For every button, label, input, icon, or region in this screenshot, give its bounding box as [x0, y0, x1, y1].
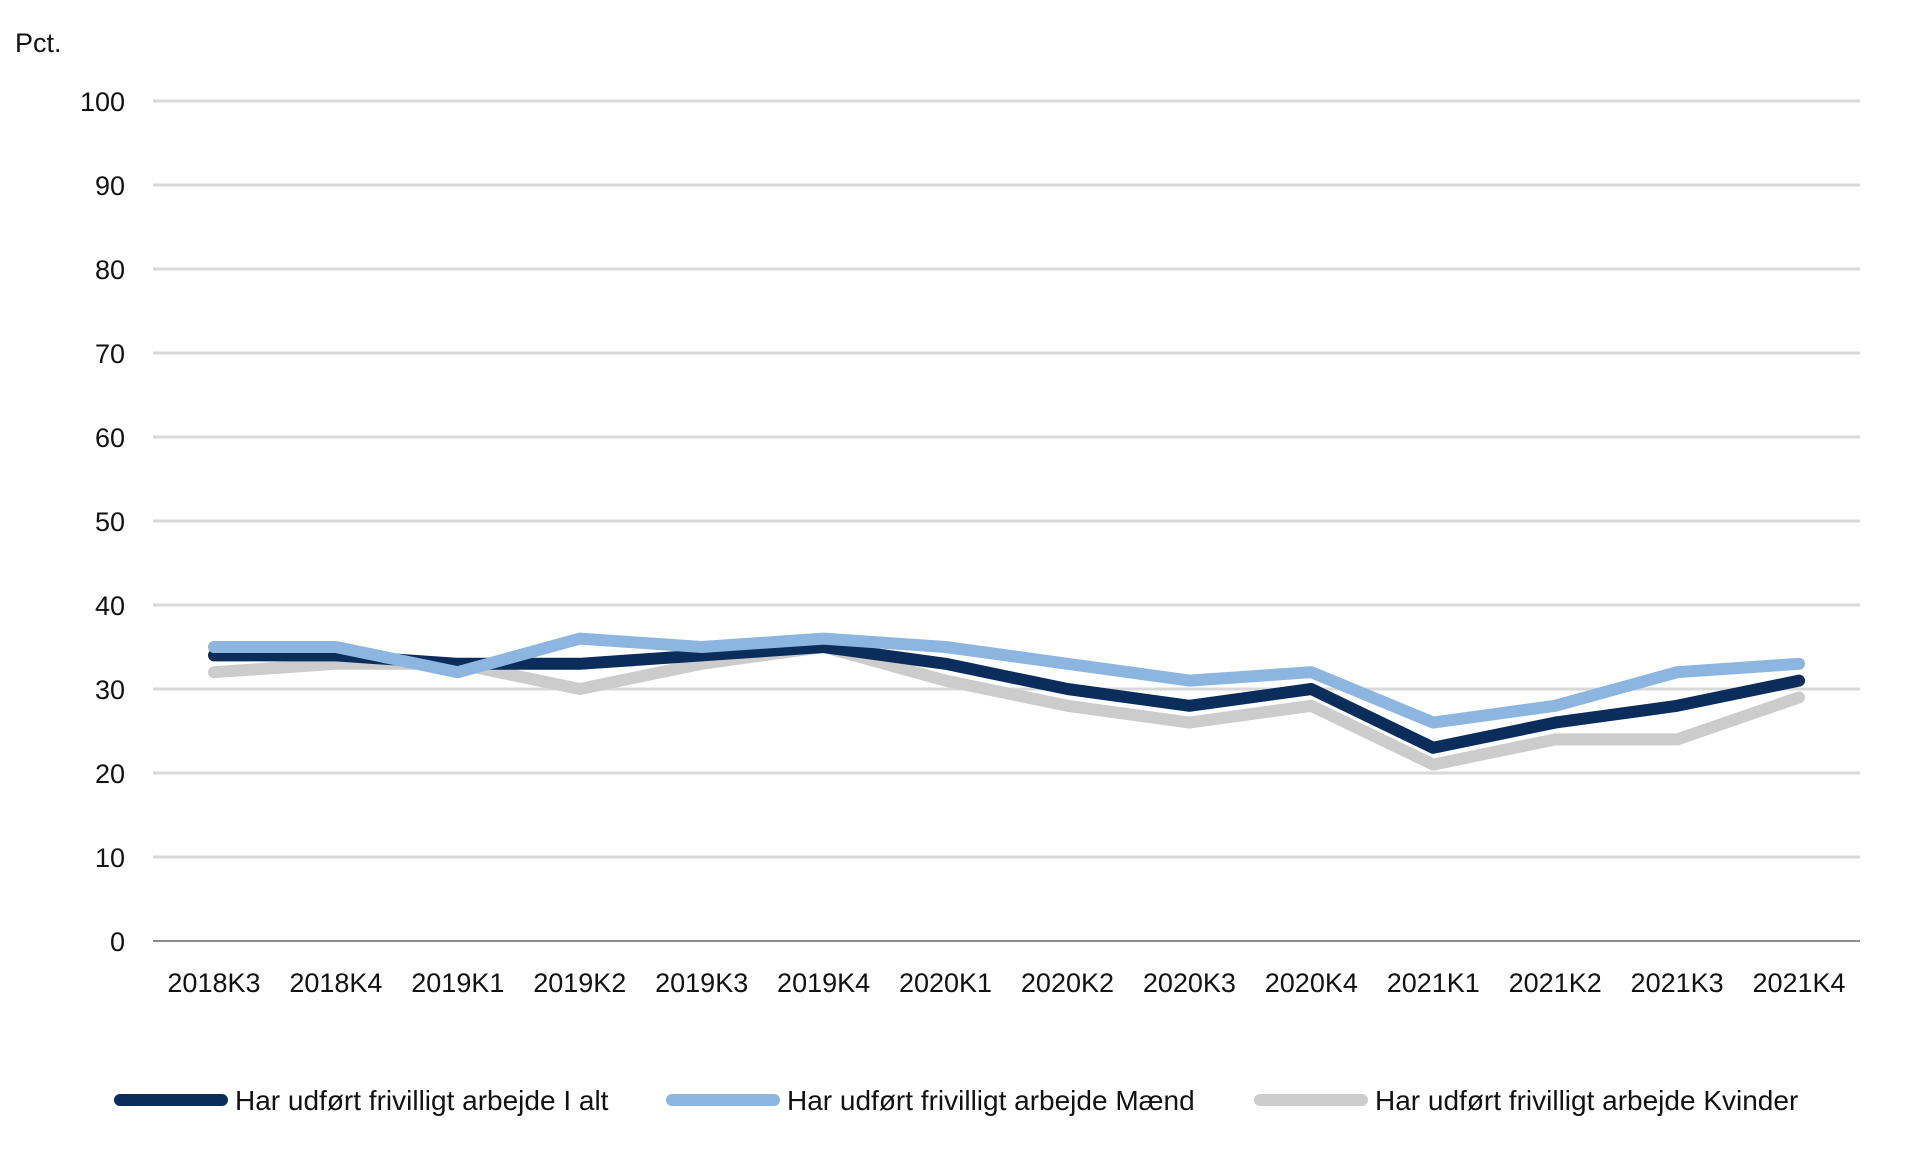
y-tick-label: 40: [95, 591, 125, 621]
series-line-1: [207, 632, 1806, 729]
y-tick-label: 0: [110, 927, 125, 957]
x-tick-label: 2020K3: [1143, 968, 1236, 998]
y-tick-label: 20: [95, 759, 125, 789]
legend: Har udført frivilligt arbejde I alt Har u…: [114, 1085, 1798, 1116]
x-tick-label: 2019K4: [777, 968, 870, 998]
x-tick-label: 2019K3: [655, 968, 748, 998]
x-tick-label: 2019K2: [533, 968, 626, 998]
x-tick-label: 2020K4: [1265, 968, 1358, 998]
y-tick-label: 70: [95, 339, 125, 369]
x-tick-label: 2020K1: [899, 968, 992, 998]
x-tick-label: 2018K4: [289, 968, 382, 998]
legend-label: Har udført frivilligt arbejde Kvinder: [1375, 1085, 1798, 1116]
x-tick-label: 2021K4: [1752, 968, 1845, 998]
x-tick-label: 2020K2: [1021, 968, 1114, 998]
y-tick-label: 100: [80, 87, 125, 117]
legend-label: Har udført frivilligt arbejde I alt: [235, 1085, 609, 1116]
y-tick-label: 80: [95, 255, 125, 285]
y-tick-label: 10: [95, 843, 125, 873]
x-tick-labels: 2018K3 2018K4 2019K1 2019K2 2019K3 2019K4 2020…: [167, 968, 1845, 998]
y-axis-label: Pct.: [15, 28, 62, 58]
x-tick-label: 2021K1: [1387, 968, 1480, 998]
y-tick-label: 90: [95, 171, 125, 201]
y-tick-labels: 0 10 20 30 40 50 60 70 80 90 100: [80, 87, 125, 957]
y-tick-label: 50: [95, 507, 125, 537]
legend-label: Har udført frivilligt arbejde Mænd: [787, 1085, 1195, 1116]
x-tick-label: 2019K1: [411, 968, 504, 998]
series-lines: [207, 632, 1806, 771]
x-tick-label: 2021K3: [1631, 968, 1724, 998]
y-tick-label: 30: [95, 675, 125, 705]
x-tick-label: 2018K3: [167, 968, 260, 998]
grid-lines: [153, 99, 1860, 859]
y-tick-label: 60: [95, 423, 125, 453]
x-tick-label: 2021K2: [1509, 968, 1602, 998]
